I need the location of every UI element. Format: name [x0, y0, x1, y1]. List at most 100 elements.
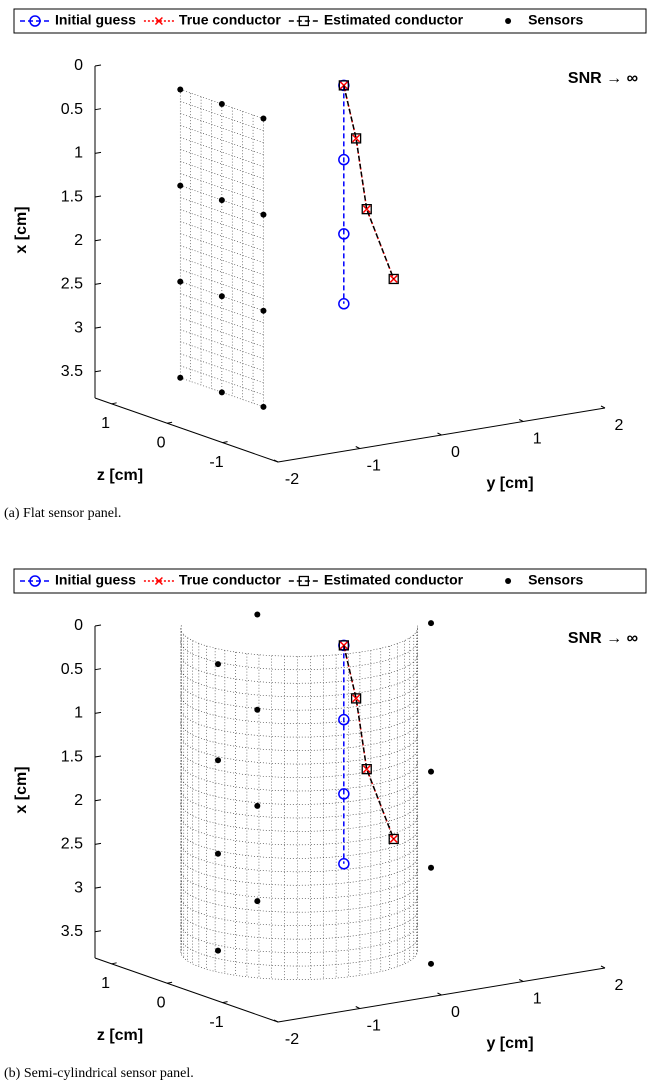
marker	[260, 115, 267, 122]
series-line	[343, 85, 395, 280]
panel-mesh	[180, 948, 419, 980]
marker	[260, 211, 267, 218]
marker	[215, 850, 222, 857]
marker	[388, 833, 399, 845]
x-tick-label: 1.5	[61, 748, 83, 765]
marker	[254, 802, 261, 809]
panel-mesh	[180, 881, 419, 913]
marker	[428, 768, 435, 775]
x-tick	[94, 668, 102, 671]
z-tick	[111, 402, 117, 405]
panel-mesh	[180, 692, 419, 725]
marker	[338, 640, 349, 651]
marker	[505, 18, 512, 24]
chart: 0 0.5 1 1.5 2 2.5 3 3.5 -1 0 1 -2 -1 0 1 2 Initial guess…	[4, 568, 647, 1081]
x-tick	[94, 886, 102, 889]
x-tick	[94, 64, 102, 67]
z-tick	[222, 441, 228, 444]
y-tick	[519, 419, 524, 422]
y-tick-label: -2	[285, 471, 299, 488]
x-tick	[94, 799, 102, 802]
z-tick-label: -1	[209, 1014, 223, 1031]
legend-label: Estimated conductor	[324, 12, 464, 28]
marker	[177, 278, 184, 285]
y-tick	[519, 979, 524, 982]
marker	[218, 197, 225, 204]
y-tick-label: 0	[451, 1004, 460, 1021]
marker	[352, 134, 361, 143]
marker	[338, 153, 350, 166]
x-tick-label: 3.5	[61, 923, 83, 940]
panel-mesh	[180, 813, 419, 846]
legend-label: True conductor	[179, 572, 281, 588]
x-tick-label: 2.5	[61, 276, 83, 293]
y-tick-label: 2	[615, 977, 624, 994]
marker	[29, 575, 41, 587]
legend-box	[13, 568, 647, 594]
x-tick	[94, 326, 102, 329]
marker	[338, 788, 350, 800]
marker	[218, 293, 225, 300]
caption: (b) Semi-cylindrical sensor panel.	[4, 1066, 194, 1081]
legend-label: Estimated conductor	[324, 572, 464, 588]
x-tick-label: 3.5	[61, 363, 83, 380]
panel-mesh	[180, 854, 419, 886]
x-tick-label: 3	[74, 319, 83, 336]
x-tick	[94, 624, 102, 627]
x-tick-label: 0.5	[61, 101, 83, 118]
marker	[338, 298, 350, 310]
marker	[339, 641, 348, 650]
marker	[177, 182, 184, 189]
legend-label: Initial guess	[55, 572, 136, 588]
panel-mesh	[180, 840, 419, 873]
x-tick-label: 0.5	[61, 661, 83, 678]
z-tick-label: -1	[209, 454, 223, 471]
x-tick	[94, 282, 102, 285]
x-tick-label: 1	[74, 705, 83, 722]
x-axis-label: x [cm]	[13, 766, 30, 813]
marker	[260, 307, 267, 314]
z-axis-label: z [cm]	[97, 467, 143, 484]
marker	[505, 578, 512, 584]
y-tick	[437, 992, 442, 996]
panel-mesh	[180, 921, 419, 953]
z-tick-label: 0	[157, 994, 166, 1011]
x-tick	[94, 370, 102, 373]
y-tick	[600, 405, 606, 409]
x-tick	[94, 842, 102, 845]
z-tick	[222, 1001, 228, 1004]
marker	[350, 693, 362, 704]
marker	[29, 15, 41, 27]
marker	[350, 133, 362, 144]
x-tick	[94, 195, 102, 198]
marker	[352, 694, 361, 703]
marker	[428, 620, 435, 627]
marker	[298, 575, 309, 587]
marker	[177, 86, 184, 93]
y-tick-label: 2	[615, 417, 624, 434]
legend-label: True conductor	[179, 12, 281, 28]
x-tick-label: 0	[74, 57, 83, 74]
marker	[215, 661, 222, 668]
marker	[218, 101, 225, 108]
legend-label: Sensors	[528, 572, 583, 588]
legend-label: Initial guess	[55, 12, 136, 28]
z-tick	[111, 962, 117, 965]
x-tick	[94, 151, 102, 154]
marker	[338, 713, 350, 726]
y-tick	[273, 1019, 279, 1023]
y-tick	[600, 965, 606, 969]
panel-mesh	[180, 908, 419, 940]
marker	[339, 81, 348, 90]
x-tick-label: 1.5	[61, 188, 83, 205]
panel-mesh	[180, 679, 419, 711]
marker	[215, 757, 222, 764]
z-tick-label: 1	[101, 975, 110, 992]
y-axis-label: y [cm]	[486, 475, 533, 492]
y-tick-label: -1	[367, 458, 381, 475]
x-tick-label: 3	[74, 879, 83, 896]
marker	[428, 960, 435, 967]
z-axis	[94, 957, 279, 1023]
marker	[361, 764, 372, 775]
